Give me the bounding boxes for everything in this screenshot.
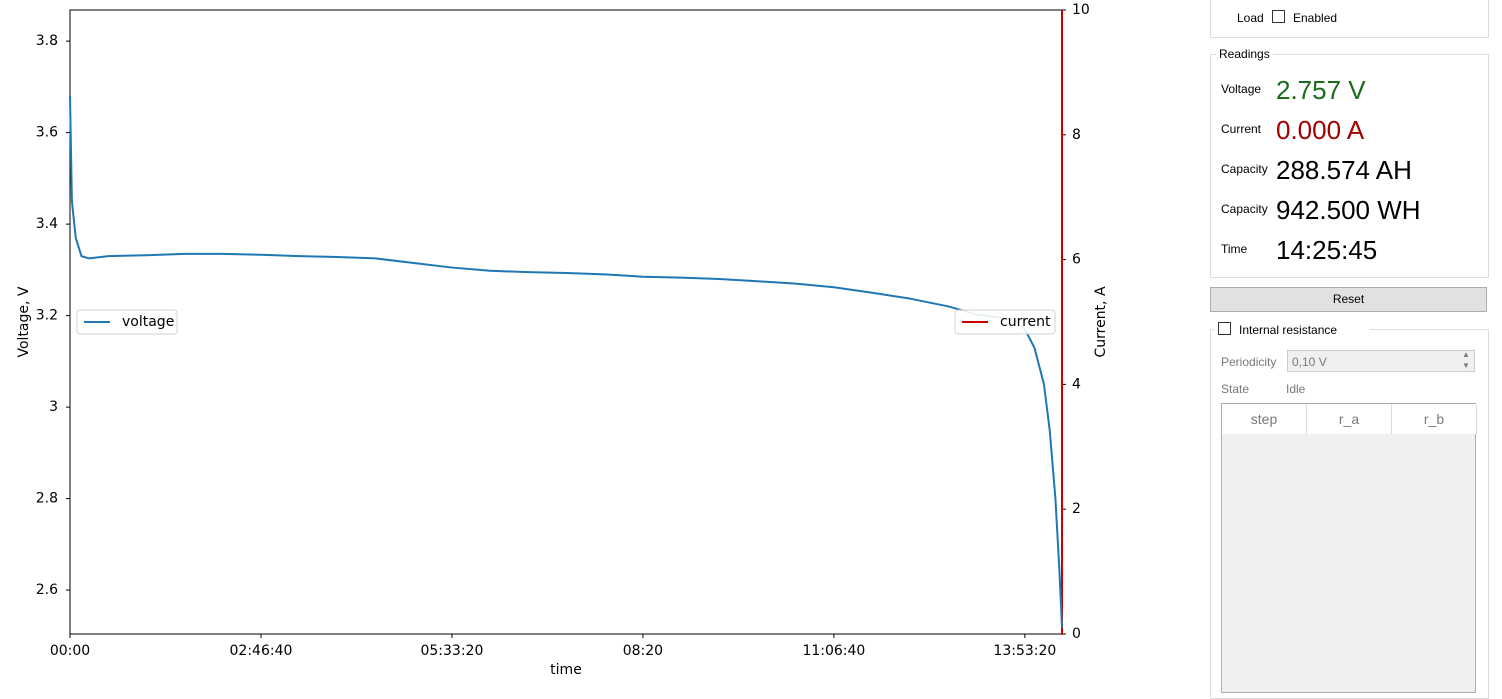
plot-frame [69, 9, 1063, 635]
state-value: Idle [1286, 382, 1306, 396]
chart: time Voltage, V Current, A 00:00 02:46:40… [16, 2, 1109, 678]
load-label: Load [1237, 11, 1264, 25]
y-tick-label: 3.4 [36, 216, 58, 232]
reading-label: Capacity [1221, 202, 1268, 216]
reading-label: Current [1221, 122, 1262, 136]
y2-tick-label: 4 [1072, 376, 1081, 392]
x-tick-label: 00:00 [50, 643, 90, 659]
y2-tick-label: 0 [1072, 626, 1081, 642]
reset-button[interactable]: Reset [1210, 287, 1487, 312]
x-tick-label: 02:46:40 [230, 643, 293, 659]
y-tick-label: 3.6 [36, 125, 58, 141]
y-axis-label: Voltage, V [16, 286, 32, 357]
y2-tick-label: 6 [1072, 252, 1081, 268]
load-checkbox[interactable] [1272, 10, 1285, 23]
readings-group [1210, 54, 1489, 278]
y2-tick-label: 8 [1072, 127, 1081, 143]
y2-tick-label: 2 [1072, 501, 1081, 517]
load-checkbox-label[interactable]: Enabled [1293, 11, 1338, 25]
reading-value: 942.500 WH [1276, 195, 1421, 225]
column-header[interactable]: r_a [1307, 404, 1392, 434]
y-tick-label: 2.6 [36, 582, 58, 598]
y2-tick-label: 10 [1072, 2, 1090, 18]
y-tick-label: 2.8 [36, 491, 58, 507]
control-panel: Load Enabled Readings Voltage 2.757 V Curr… [1200, 0, 1502, 699]
reading-value: 0.000 A [1276, 115, 1365, 145]
reading-label: Capacity [1221, 162, 1268, 176]
reading-value: 288.574 AH [1276, 155, 1412, 185]
reading-value: 14:25:45 [1276, 235, 1378, 265]
ir-title[interactable]: Internal resistance [1239, 323, 1338, 337]
periodicity-value: 0,10 V [1292, 355, 1327, 369]
y-tick-label: 3 [49, 399, 58, 415]
column-header[interactable]: r_b [1392, 404, 1477, 434]
x-tick-label: 08:20 [623, 643, 663, 659]
periodicity-label: Periodicity [1221, 355, 1277, 369]
spin-arrows[interactable]: ▲ ▼ [1462, 350, 1470, 370]
x-tick-label: 13:53:20 [993, 643, 1056, 659]
ir-title-bg [1214, 320, 1370, 338]
legend-box [76, 309, 178, 335]
reading-value: 2.757 V [1276, 75, 1366, 105]
load-group [1210, 0, 1489, 38]
readings-title: Readings [1216, 47, 1273, 61]
ir-checkbox[interactable] [1218, 322, 1231, 335]
column-header[interactable]: step [1222, 404, 1307, 434]
y-tick-label: 3.2 [36, 308, 58, 324]
reading-label: Time [1221, 242, 1248, 256]
ir-table [1221, 403, 1476, 693]
y2-axis-label: Current, A [1093, 286, 1109, 357]
reading-label: Voltage [1221, 82, 1262, 96]
legend-label: voltage [122, 314, 174, 330]
x-tick-label: 11:06:40 [802, 643, 865, 659]
legend-box [954, 309, 1056, 335]
legend-label: current [1000, 314, 1051, 330]
x-tick-label: 05:33:20 [420, 643, 483, 659]
y-tick-label: 3.8 [36, 33, 58, 49]
x-axis-label: time [550, 662, 582, 678]
series-line [69, 95, 1063, 628]
periodicity-spinbox[interactable] [1287, 350, 1475, 372]
state-label: State [1221, 382, 1250, 396]
